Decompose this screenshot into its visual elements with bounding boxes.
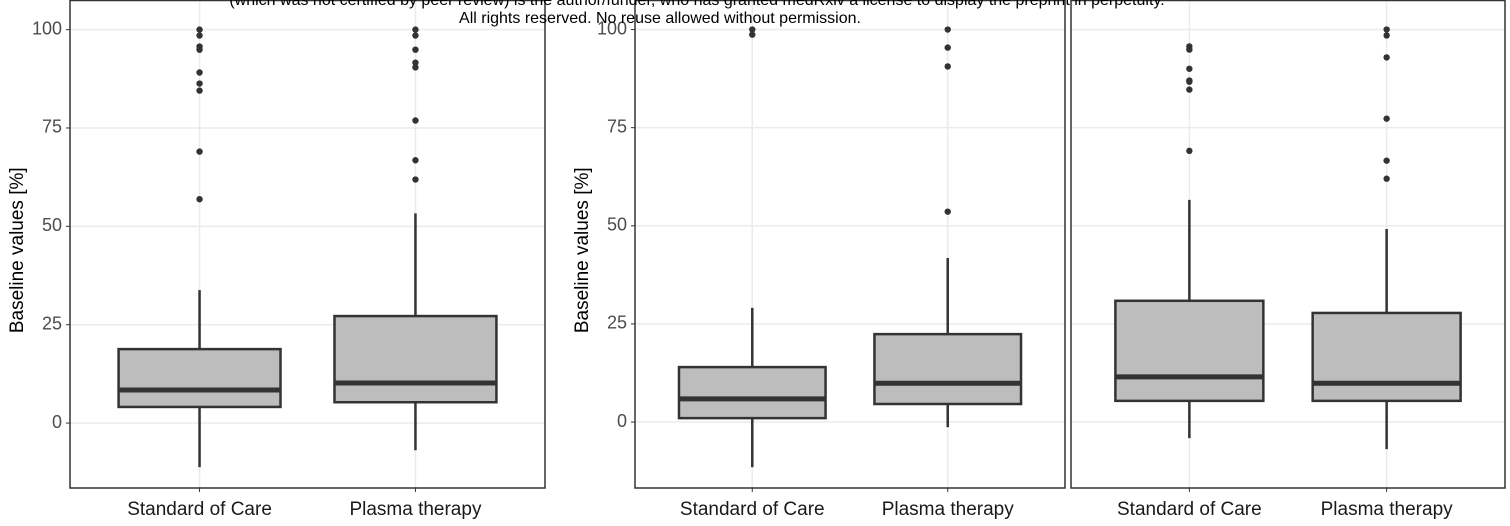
watermark: (which was not certified by peer review)… [229,0,1164,9]
outlier [944,44,951,51]
y-tick-label: 75 [607,116,627,136]
y-tick-label: 75 [42,117,62,137]
x-tick-label: Standard of Care [127,499,272,520]
outlier [1383,157,1390,164]
outlier [1383,175,1390,182]
box [333,314,498,404]
y-axis-label: Baseline values [%] [7,167,28,333]
outlier [1186,65,1193,72]
y-tick-label: 50 [42,215,62,235]
outlier [196,80,203,87]
x-tick-label: Plasma therapy [1321,499,1454,520]
outlier [1383,26,1390,33]
outlier [196,69,203,76]
panel-border [69,0,546,489]
outlier [412,117,419,124]
y-tick-label: 100 [32,18,62,38]
y-tick-label: 25 [607,313,627,333]
outlier [196,46,203,53]
box [1311,311,1462,403]
box [873,332,1023,406]
box [117,347,282,409]
outlier [412,26,419,33]
outlier [196,148,203,155]
outlier [1186,46,1193,53]
y-tick-label: 50 [607,215,627,235]
x-tick-label: Plasma therapy [349,499,482,520]
outlier [944,26,951,33]
panels: 0 25 50 75 100 Standard of Care Plasma therapy… [7,0,1506,520]
outlier [944,63,951,70]
outlier [412,176,419,183]
outlier [412,32,419,39]
outlier [196,32,203,39]
y-axis-label: Baseline values [%] [572,167,593,333]
watermark: All rights reserved. No reuse allowed wi… [459,10,861,27]
outlier [1186,86,1193,93]
outlier [196,26,203,33]
outlier [1383,32,1390,39]
outlier [196,87,203,94]
outlier [412,64,419,71]
box [677,365,827,420]
x-tick-label: Standard of Care [1117,499,1262,520]
outlier [1383,54,1390,61]
outlier [1186,147,1193,155]
outlier [749,26,756,33]
y-tick-label: 100 [597,18,627,38]
outlier [749,31,756,38]
y-tick-label: 0 [52,412,62,432]
outlier [1186,78,1193,85]
outlier [196,195,203,203]
outlier [412,157,419,164]
panel-border [1070,0,1506,489]
outlier [1383,115,1390,122]
y-tick-label: 0 [617,411,627,431]
outlier [944,208,951,215]
x-tick-label: Plasma therapy [882,499,1015,520]
y-tick-label: 25 [42,313,62,333]
x-tick-label: Standard of Care [680,499,825,520]
outlier [412,46,419,53]
box [1114,299,1265,403]
panel-border [634,0,1066,489]
outlier [412,59,419,66]
